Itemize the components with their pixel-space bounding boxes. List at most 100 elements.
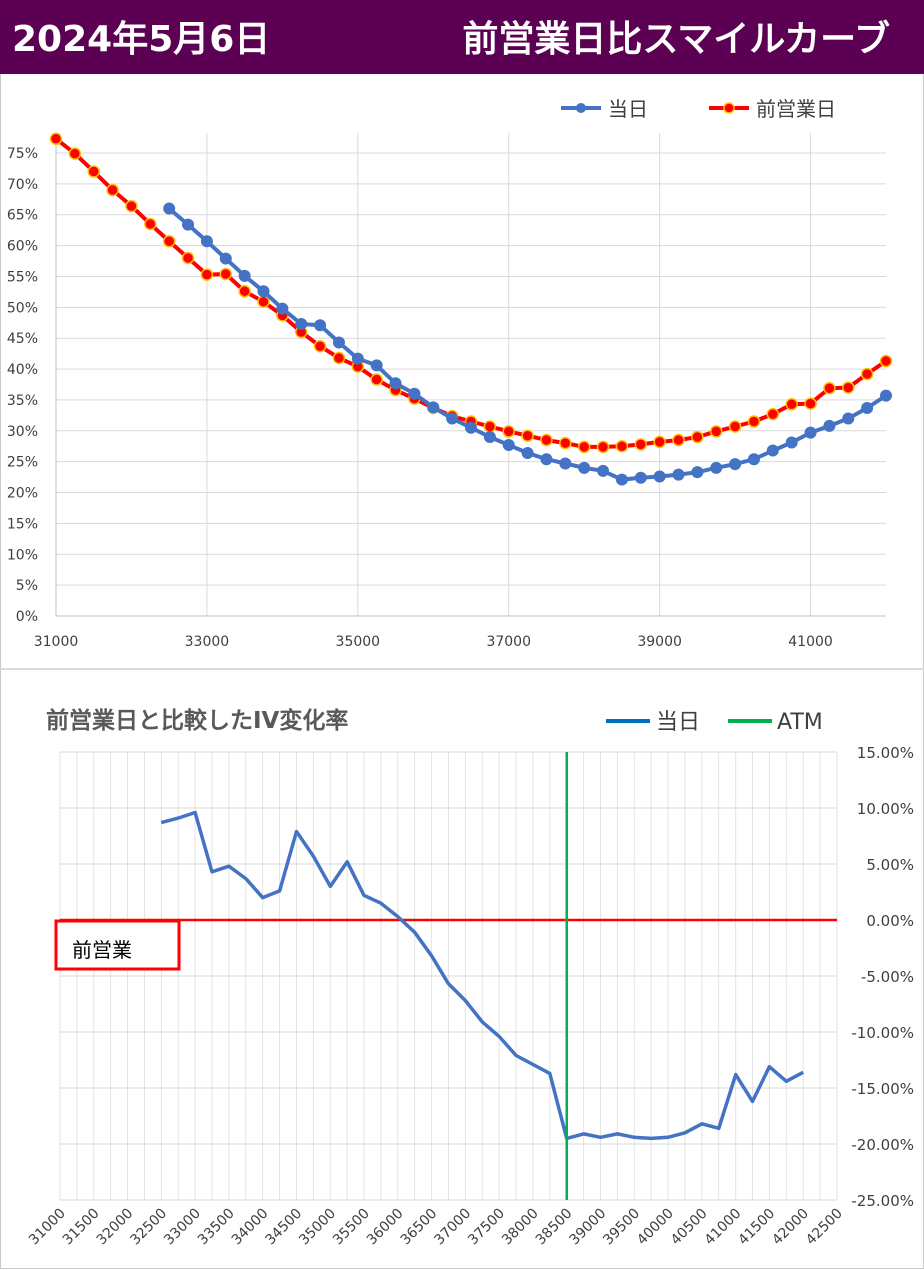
series-prev-line [54, 137, 888, 449]
y-tick-label: 65% [7, 208, 38, 224]
point-today [578, 461, 591, 474]
x-tick-label: 31500 [60, 1206, 103, 1249]
point-today [219, 252, 232, 265]
point-today [804, 426, 817, 439]
y-tick-label: 35% [7, 393, 38, 409]
x-tick-label: 37000 [431, 1206, 474, 1249]
point-prev [691, 430, 704, 444]
point-prev [257, 295, 270, 309]
y-tick-label: 30% [7, 424, 38, 440]
point-today [880, 389, 892, 402]
y-tick-label: 60% [7, 239, 38, 255]
point-today [295, 318, 308, 331]
x-tick-label: 33000 [185, 634, 230, 650]
point-prev [68, 147, 82, 160]
point-today [408, 387, 421, 400]
point-prev [559, 436, 572, 450]
point-prev [49, 132, 63, 146]
x-tick-label: 33500 [195, 1206, 238, 1249]
y-tick-label: 20% [7, 486, 38, 502]
point-prev [313, 339, 327, 353]
y-tick-label: 10% [7, 547, 38, 563]
point-prev [728, 420, 742, 433]
legend-prev-marker [723, 102, 735, 114]
x-tick-label: 39500 [600, 1206, 643, 1249]
x-tick-label: 42000 [769, 1206, 812, 1249]
x-tick-label: 38500 [533, 1206, 576, 1249]
y-tick-label: 0.00% [866, 912, 914, 930]
legend-prev-label: 前営業日 [756, 97, 836, 121]
x-tick-label: 34500 [262, 1206, 305, 1249]
point-prev [842, 381, 855, 394]
point-prev [766, 407, 780, 421]
point-prev [672, 433, 685, 447]
point-today [200, 235, 213, 248]
point-today [257, 285, 270, 298]
point-prev [596, 440, 610, 454]
x-tick-label: 37000 [486, 634, 531, 650]
point-prev [87, 165, 100, 178]
header-bar: 2024年5月6日 前営業日比スマイルカーブ [0, 0, 924, 74]
point-today [747, 453, 760, 466]
x-tick-label: 35500 [330, 1206, 373, 1249]
date-title: 2024年5月6日 [12, 19, 271, 60]
point-today [540, 453, 553, 466]
point-today [332, 336, 345, 349]
x-tick-label: 42500 [803, 1206, 846, 1249]
point-prev [577, 440, 591, 454]
x-tick-label: 40000 [634, 1206, 677, 1249]
point-today [276, 302, 289, 315]
point-prev [709, 425, 723, 438]
y-tick-label: -5.00% [861, 968, 914, 986]
point-prev [502, 425, 515, 438]
x-tick-label: 41500 [735, 1206, 778, 1249]
smile-curve-chart: 0% 5% 10% 15% 20% 25% 30% 35% 40% 45% 50% 55% 60% 65%… [7, 97, 893, 650]
point-today [559, 457, 572, 470]
point-prev [483, 420, 497, 433]
point-today [370, 359, 383, 372]
point-today [653, 470, 666, 483]
series-today-change-line [160, 810, 805, 1141]
point-prev [823, 381, 836, 395]
zero-line-label: 前営業 [72, 938, 132, 962]
x-tick-label: 37500 [465, 1206, 508, 1249]
y-tick-label: 55% [7, 269, 38, 285]
point-prev [540, 433, 553, 447]
y-tick-label: 15% [7, 516, 38, 532]
point-today [238, 269, 251, 282]
point-prev [615, 439, 629, 453]
point-today [314, 319, 327, 332]
legend-today-label: 当日 [656, 710, 700, 735]
x-tick-label: 32500 [127, 1206, 170, 1249]
point-prev [332, 351, 346, 365]
point-prev [238, 285, 251, 298]
point-today [842, 412, 855, 425]
point-prev [125, 199, 138, 213]
point-prev [785, 398, 798, 411]
y-tick-label: 50% [7, 300, 38, 316]
legend-today-marker [576, 103, 586, 113]
y-tick-label: 5% [16, 578, 38, 594]
point-prev [860, 367, 874, 381]
x-tick-label: 36500 [398, 1206, 441, 1249]
x-tick-label: 35000 [296, 1206, 339, 1249]
point-prev [106, 183, 119, 197]
point-prev [653, 435, 666, 449]
x-tick-label: 39000 [567, 1206, 610, 1249]
y-tick-label: 40% [7, 362, 38, 378]
y-tick-label: -20.00% [851, 1136, 914, 1154]
y-tick-label: 5.00% [866, 856, 914, 874]
y-tick-label: -25.00% [851, 1192, 914, 1210]
point-prev [181, 251, 195, 265]
y-tick-label: 70% [7, 177, 38, 193]
point-today [351, 352, 364, 365]
x-tick-label: 40500 [668, 1206, 711, 1249]
point-today [672, 468, 685, 481]
point-prev [144, 217, 157, 231]
point-today [389, 377, 402, 390]
y-tick-label: -15.00% [851, 1080, 914, 1098]
zero-line-label-box [54, 919, 181, 971]
point-today [483, 430, 496, 443]
point-prev [370, 373, 383, 386]
point-today [823, 419, 836, 432]
